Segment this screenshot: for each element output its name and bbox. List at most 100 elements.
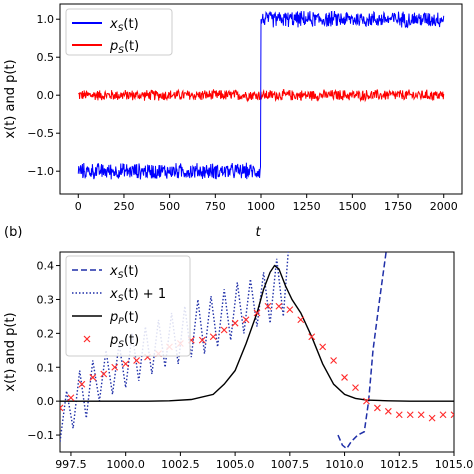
x-tick-label: 250 [113,200,134,213]
data-point-pS [286,306,294,314]
y-axis-label-a: x(t) and p(t) [3,59,18,138]
data-point-pS [384,407,392,415]
x-tick-label: 1015.0 [435,458,474,471]
legend-label: xS(t) [109,264,139,281]
legend-label: xS(t) + 1 [109,287,166,304]
data-point-pS [275,302,283,310]
x-tick-label: 997.5 [55,458,87,471]
y-tick-label: 0.2 [37,327,55,340]
data-point-pS [60,404,64,412]
x-tick-label: 1250 [293,200,321,213]
x-tick-label: 750 [205,200,226,213]
data-point-pS [264,302,272,310]
data-point-pS [100,370,108,378]
legend-swatch [83,335,91,343]
y-tick-label: 0.3 [37,293,55,306]
legend-label: pS(t) [109,39,139,56]
axes-b: 997.5 1000.0 1002.5 1005.0 1007.5 1010.0 1012.… [27,260,473,471]
legend-label-arg: (t) [123,264,138,279]
x-tick-label: 1007.5 [271,458,310,471]
plot-area-a [77,10,445,180]
data-point-pS [122,360,130,368]
x-tick-label: 1010.0 [325,458,364,471]
legend-label-arg: (t) [124,333,139,348]
data-point-pS [450,411,454,419]
legend-label-base: p [109,333,118,348]
y-tick-label: 0.1 [37,361,55,374]
x-tick-label: 1000.0 [106,458,145,471]
x-tick-label: 0 [75,200,82,213]
legend-box-a [65,8,173,56]
y-tick-label: −0.5 [27,127,54,140]
data-point-pS [363,397,370,405]
legend-box-b [65,255,191,357]
data-point-pS [319,343,327,351]
legend-label-arg: (t) [124,310,139,325]
data-point-pS [308,333,316,341]
legend-label-sub: S [118,46,124,56]
y-tick-label: −0.1 [27,429,54,442]
data-point-pS [406,411,414,419]
y-tick-label: 0.0 [37,395,55,408]
series-line-xS-dashed [337,252,387,450]
panel-label-b: (b) [4,225,22,240]
data-point-pS [439,411,447,419]
y-tick-label: 1.0 [37,13,55,26]
data-point-pS [373,404,381,412]
data-point-pS [242,316,250,324]
y-tick-label: −1.0 [27,165,54,178]
x-tick-label: 1005.0 [216,458,255,471]
x-tick-label: 500 [159,200,180,213]
data-point-pS [297,316,305,324]
legend-label-base: p [109,39,118,54]
data-point-pS [253,309,261,317]
legend-label-sub: S [118,24,124,34]
data-point-pS [220,326,228,334]
legend-label: pS(t) [109,333,139,350]
legend-label: pP(t) [109,310,139,327]
data-point-pS [198,336,206,344]
legend-label-base: x [109,264,118,279]
legend-label-base: x [109,287,118,302]
x-tick-label: 1500 [338,200,366,213]
data-point-pS [428,414,436,422]
series-line-pP [60,264,454,402]
legend-label-sub: S [118,340,124,350]
series-line-xS [77,10,445,180]
data-point-pS [67,394,75,402]
axes-a: 0 250 500 750 1000 1250 1500 1750 2000 −1.0 −0.5 0.… [27,13,457,213]
panel-a: 0 250 500 750 1000 1250 1500 1750 2000 −1.0 −0.5 0.… [3,3,463,240]
series-line-xS-plus-1 [60,252,289,442]
data-point-pS [111,363,119,371]
x-tick-label: 1000 [247,200,275,213]
data-point-pS [209,333,217,341]
data-point-pS [231,319,239,327]
legend-label-base: p [109,310,118,325]
y-axis-label-b: x(t) and p(t) [3,312,18,391]
y-tick-label: 0.0 [37,89,55,102]
legend-b: xS(t)xS(t) + 1pP(t)pS(t) [65,255,191,357]
legend-a: xS(t)pS(t) [65,8,173,56]
y-tick-label: 0.5 [37,51,55,64]
x-axis-label-a: t [255,225,261,240]
legend-label-arg: (t) [123,17,138,32]
data-point-pS [330,357,338,364]
legend-label-sub: S [118,271,124,281]
x-tick-label: 1750 [384,200,412,213]
x-tick-label: 1002.5 [161,458,200,471]
legend-label-sub: P [118,317,124,327]
x-tick-label: 1012.5 [380,458,419,471]
data-point-pS [341,374,348,381]
data-point-pS [417,411,425,419]
x-tick-label: 2000 [430,200,458,213]
data-point-pS [133,357,141,364]
panel-b: (b) 997.5 1000.0 1002.5 1005.0 1007.5 1010.0 1… [3,225,473,471]
legend-label: xS(t) [109,17,139,34]
legend-label-base: x [109,17,118,32]
data-point-pS [395,411,403,419]
legend-label-sub: S [118,294,124,304]
legend-label-arg: (t) + 1 [123,287,166,302]
data-point-pS [352,384,359,391]
legend-label-arg: (t) [124,39,139,54]
